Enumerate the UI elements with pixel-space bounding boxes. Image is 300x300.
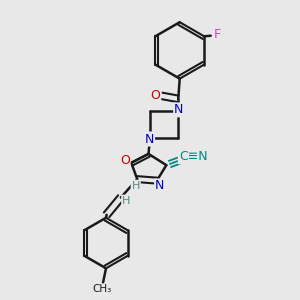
Text: O: O: [150, 89, 160, 102]
Text: H: H: [122, 196, 130, 206]
Text: N: N: [174, 103, 184, 116]
Text: H: H: [131, 181, 140, 191]
Text: C≡N: C≡N: [179, 150, 207, 163]
Text: N: N: [155, 179, 164, 193]
Text: O: O: [120, 154, 130, 167]
Text: CH₃: CH₃: [92, 284, 111, 294]
Text: F: F: [214, 28, 221, 41]
Text: N: N: [145, 133, 154, 146]
